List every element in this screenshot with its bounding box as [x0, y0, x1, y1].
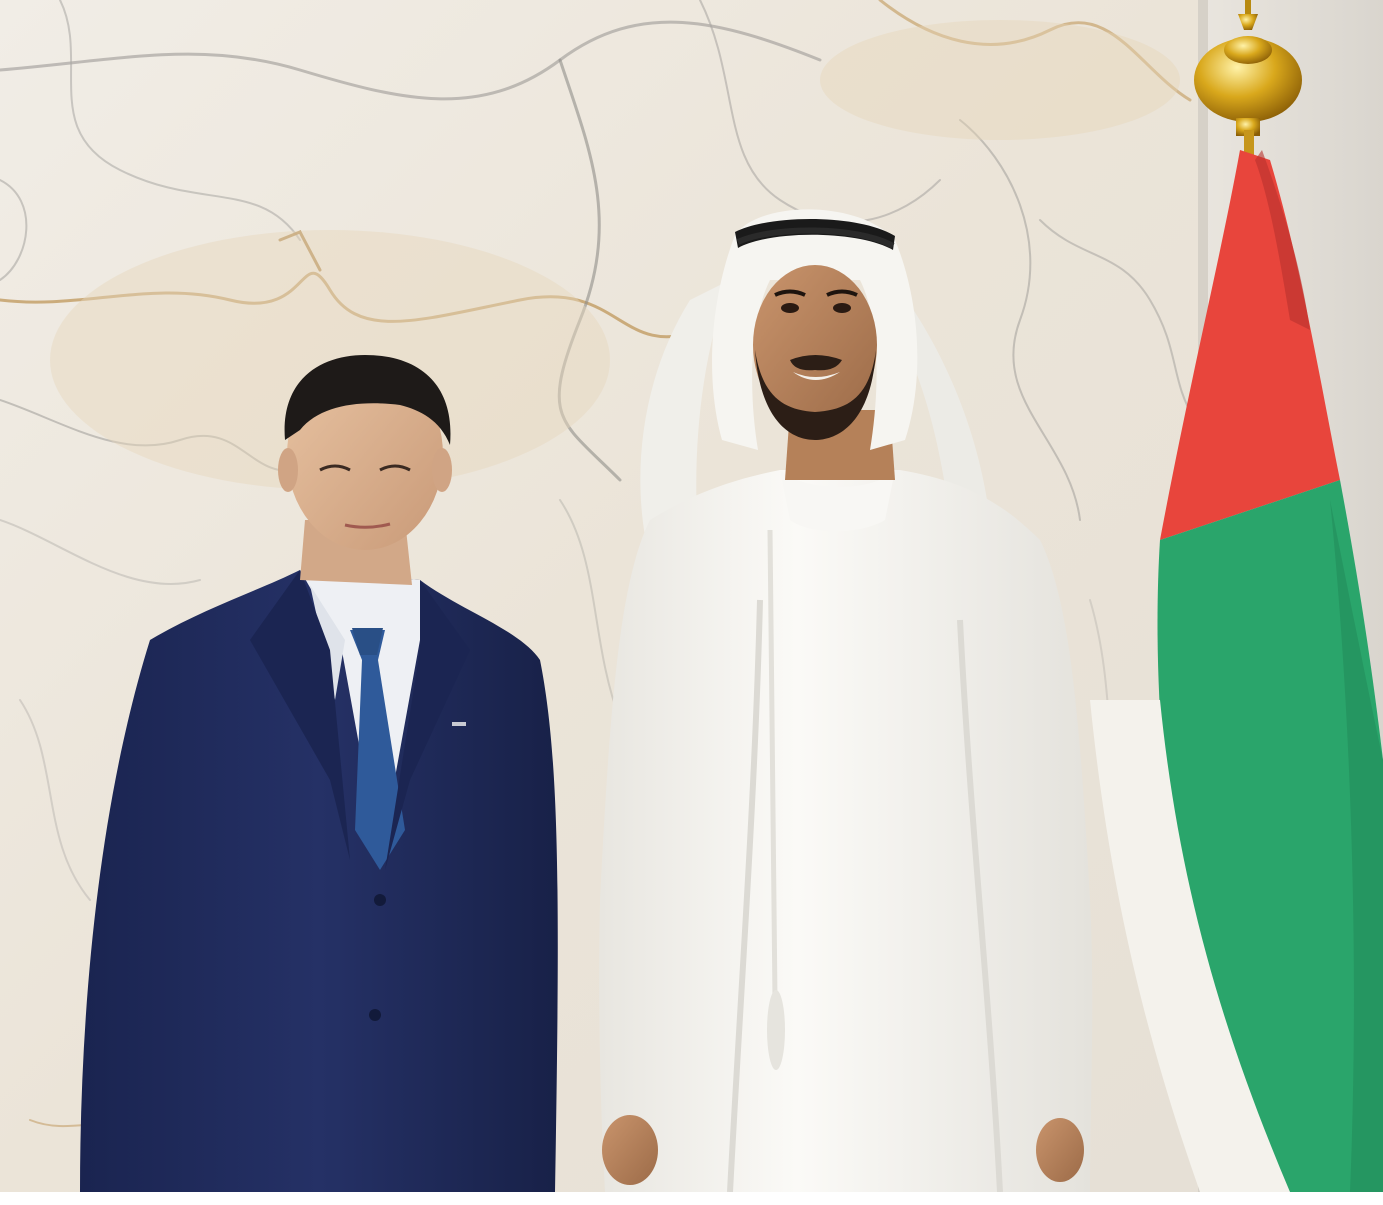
marble-warm-patch — [820, 20, 1180, 140]
marble-warm-patch — [50, 230, 610, 490]
uae-flag — [1090, 150, 1383, 1192]
man-in-kandura — [599, 209, 1093, 1192]
man-in-suit — [80, 355, 558, 1192]
tarboosh-tassel — [767, 529, 778, 1001]
tie — [350, 630, 405, 870]
agal — [735, 218, 895, 250]
bottom-margin — [0, 1192, 1383, 1205]
